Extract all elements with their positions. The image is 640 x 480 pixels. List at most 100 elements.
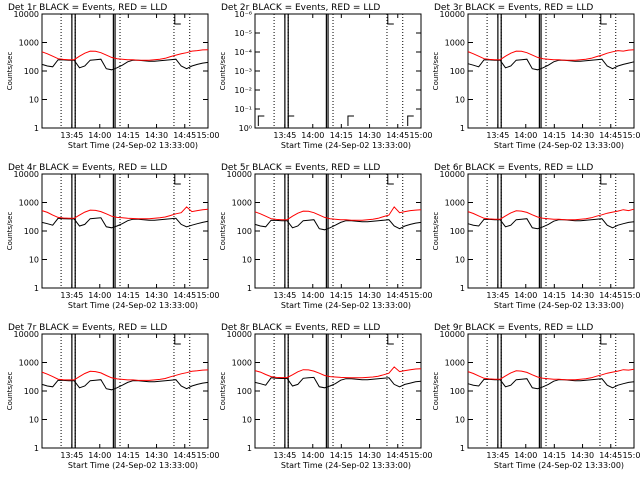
x-tick-label: 14:45 [173, 131, 196, 140]
plot-frame [41, 333, 209, 449]
panel-title: Det 4r BLACK = Events, RED = LLD [8, 163, 167, 173]
chart-panel-2: Det 2r BLACK = Events, RED = LLD 10⁰ 10⁻¹ 1… [219, 3, 433, 150]
y-axis-label: Counts/sec [219, 52, 227, 91]
y-tick-label: 100 [24, 67, 39, 76]
x-axis-label: Start Time (24-Sep-02 13:33:00) [68, 461, 198, 470]
y-tick-label: 10⁻² [234, 86, 252, 95]
x-tick-label: 14:30 [571, 291, 594, 300]
y-tick-label: 100 [24, 387, 39, 396]
series-line-lld [467, 368, 635, 381]
flag-marker [600, 334, 607, 345]
y-axis-label: Counts/sec [432, 52, 440, 91]
y-tick-label: 10 [242, 256, 252, 265]
series-line-lld [254, 206, 422, 221]
x-tick-label: 14:15 [117, 131, 140, 140]
x-tick-label: 14:00 [88, 131, 111, 140]
chart-panel-8: Det 8r BLACK = Events, RED = LLD 1 10 100 10… [219, 323, 433, 470]
y-tick-label: 10⁻⁴ [234, 48, 252, 57]
y-axis-label: Counts/sec [219, 372, 227, 411]
series-line-events [41, 217, 209, 229]
y-tick-label: 1000 [232, 199, 252, 208]
flag-marker [174, 334, 181, 345]
panel-title: Det 9r BLACK = Events, RED = LLD [434, 323, 593, 333]
y-tick-label: 100 [450, 227, 465, 236]
y-tick-label: 1000 [445, 199, 465, 208]
x-tick-label: 14:15 [330, 131, 353, 140]
y-tick-label: 10000 [14, 10, 39, 19]
x-tick-label: 13:45 [273, 291, 296, 300]
panel-title: Det 6r BLACK = Events, RED = LLD [434, 163, 593, 173]
x-tick-label: 13:45 [486, 131, 509, 140]
chart-panel-3: Det 3r BLACK = Events, RED = LLD 1 10 100 10… [432, 3, 640, 150]
x-tick-label: 14:00 [514, 451, 537, 460]
x-tick-label: 14:15 [117, 451, 140, 460]
x-tick-label: 14:45 [173, 451, 196, 460]
x-tick-label: 14:00 [301, 451, 324, 460]
x-axis-label: Start Time (24-Sep-02 13:33:00) [494, 301, 624, 310]
x-tick-label: 14:15 [117, 291, 140, 300]
x-tick-label: 15:00 [622, 451, 640, 460]
series-line-lld [41, 369, 209, 381]
flag-marker [174, 174, 181, 185]
x-tick-label: 13:45 [60, 291, 83, 300]
x-tick-label: 14:30 [571, 451, 594, 460]
y-tick-label: 10 [29, 256, 39, 265]
panel-title: Det 1r BLACK = Events, RED = LLD [8, 3, 167, 13]
x-tick-label: 14:15 [543, 291, 566, 300]
x-tick-label: 13:45 [273, 451, 296, 460]
y-tick-label: 100 [450, 387, 465, 396]
y-tick-label: 10 [455, 256, 465, 265]
y-tick-label: 10000 [14, 330, 39, 339]
plot-frame [467, 333, 635, 449]
y-axis-label: Counts/sec [219, 212, 227, 251]
y-tick-label: 100 [237, 227, 252, 236]
y-tick-label: 10⁻⁶ [234, 10, 252, 19]
x-tick-label: 15:00 [409, 291, 432, 300]
x-tick-label: 15:00 [409, 451, 432, 460]
x-tick-label: 13:45 [486, 451, 509, 460]
y-tick-label: 10 [242, 416, 252, 425]
y-axis-label: Counts/sec [6, 212, 14, 251]
y-tick-label: 10000 [227, 330, 252, 339]
x-tick-label: 14:45 [599, 131, 622, 140]
x-tick-label: 14:45 [599, 291, 622, 300]
x-tick-label: 14:15 [330, 451, 353, 460]
panel-title: Det 8r BLACK = Events, RED = LLD [221, 323, 380, 333]
y-tick-label: 10000 [440, 330, 465, 339]
x-tick-label: 14:45 [599, 451, 622, 460]
empty-panel-marker [347, 115, 354, 126]
flag-marker [387, 174, 394, 185]
chart-panel-6: Det 6r BLACK = Events, RED = LLD 1 10 100 10… [432, 163, 640, 310]
x-tick-label: 14:30 [571, 131, 594, 140]
flag-marker [174, 14, 181, 25]
y-tick-label: 1 [460, 284, 465, 293]
x-axis-label: Start Time (24-Sep-02 13:33:00) [494, 141, 624, 150]
series-line-events [467, 58, 635, 71]
y-tick-label: 1 [247, 444, 252, 453]
series-line-events [254, 376, 422, 389]
y-tick-label: 1 [34, 284, 39, 293]
y-tick-label: 10000 [14, 170, 39, 179]
x-tick-label: 14:45 [386, 131, 409, 140]
x-tick-label: 14:00 [514, 131, 537, 140]
flag-marker [387, 14, 394, 25]
x-axis-label: Start Time (24-Sep-02 13:33:00) [281, 301, 411, 310]
x-tick-label: 14:30 [145, 131, 168, 140]
x-tick-label: 14:00 [88, 451, 111, 460]
y-tick-label: 10⁰ [239, 124, 252, 133]
x-tick-label: 14:15 [330, 291, 353, 300]
plot-frame [254, 13, 422, 129]
y-tick-label: 10 [455, 96, 465, 105]
plot-frame [41, 13, 209, 129]
series-line-lld [41, 49, 209, 61]
x-axis-label: Start Time (24-Sep-02 13:33:00) [68, 301, 198, 310]
x-axis-label: Start Time (24-Sep-02 13:33:00) [281, 141, 411, 150]
x-tick-label: 14:00 [301, 291, 324, 300]
y-tick-label: 10 [29, 416, 39, 425]
x-tick-label: 14:45 [173, 291, 196, 300]
series-line-lld [467, 208, 635, 221]
series-line-events [254, 219, 422, 231]
y-tick-label: 1000 [19, 199, 39, 208]
x-tick-label: 13:45 [273, 131, 296, 140]
